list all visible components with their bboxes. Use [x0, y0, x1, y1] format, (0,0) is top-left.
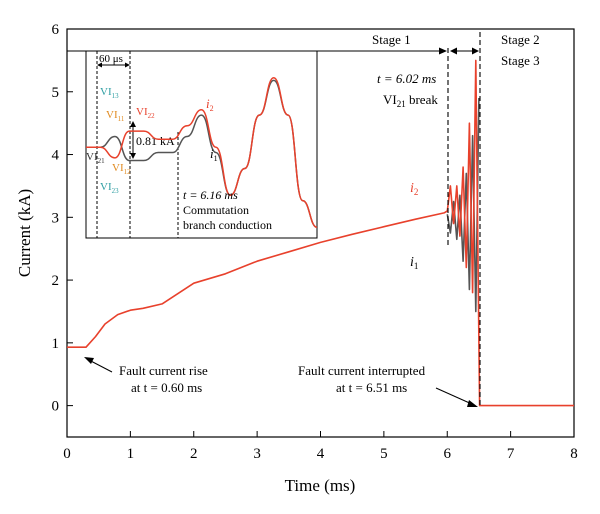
inset-081-arrowhead-bottom: [130, 153, 136, 159]
y-axis-ticks: 0 1 2 3 4 5 6: [52, 22, 73, 415]
y-tick-label: 1: [52, 336, 60, 352]
interrupt-annotation-line1: Fault current interrupted: [298, 363, 426, 378]
inset-frame: [85, 50, 318, 239]
break-time-label: t = 6.02 ms: [377, 71, 436, 86]
x-axis-ticks: 0 1 2 3 4 5 6 7 8: [63, 431, 578, 462]
series-label-i1: i1: [410, 255, 418, 271]
x-tick-label: 2: [190, 446, 198, 462]
stage2-label: Stage 2: [501, 32, 540, 47]
rise-annotation-line1: Fault current rise: [119, 363, 208, 378]
y-tick-label: 2: [52, 273, 60, 289]
inset-vi21: VI21: [86, 151, 105, 165]
inset-60us-label: 60 μs: [99, 53, 123, 65]
x-tick-label: 7: [507, 446, 515, 462]
x-tick-label: 6: [444, 446, 452, 462]
inset: 60 μs 0.81 kA i2 i1 t = 6.16 ms Commutat…: [85, 50, 318, 239]
series-layer: [67, 59, 574, 407]
y-tick-label: 5: [52, 85, 60, 101]
stage3-label: Stage 3: [501, 53, 540, 68]
x-tick-label: 5: [380, 446, 388, 462]
y-tick-label: 4: [52, 148, 60, 164]
inset-i2-label: i2: [206, 96, 214, 113]
y-tick-label: 6: [52, 22, 60, 38]
inset-line-i2: [85, 76, 318, 229]
stage1-label: Stage 1: [372, 32, 411, 47]
rise-arrowhead: [84, 357, 94, 364]
x-tick-label: 1: [127, 446, 135, 462]
inset-t616-label: t = 6.16 ms: [183, 188, 238, 202]
inset-vi23: VI23: [100, 181, 119, 195]
inset-comm-line2: branch conduction: [183, 218, 272, 232]
x-tick-label: 0: [63, 446, 71, 462]
inset-series: [85, 76, 318, 229]
series-label-i2: i2: [410, 181, 418, 197]
inset-vi13: VI13: [100, 86, 119, 100]
inset-60us-arrowhead-left: [97, 62, 102, 68]
y-tick-label: 3: [52, 210, 60, 226]
rise-annotation-line2: at t = 0.60 ms: [131, 380, 202, 395]
y-axis-label: Current (kA): [15, 189, 34, 277]
x-tick-label: 4: [317, 446, 325, 462]
interrupt-annotation-line2: at t = 6.51 ms: [336, 380, 407, 395]
x-tick-label: 8: [570, 446, 578, 462]
inset-081-label: 0.81 kA: [136, 134, 175, 148]
inset-vi11: VI11: [106, 109, 125, 123]
interrupt-arrowhead: [467, 400, 478, 407]
inset-i1-label: i1: [210, 146, 218, 163]
inset-vi22: VI22: [136, 106, 155, 120]
inset-60us-arrowhead-right: [125, 62, 130, 68]
x-tick-label: 3: [253, 446, 261, 462]
stage2-arrowhead-right: [472, 47, 479, 55]
series-line-i2: [67, 59, 574, 407]
inset-comm-line1: Commutation: [183, 203, 249, 217]
stage2-arrowhead-left: [450, 47, 457, 55]
stage1-arrowhead: [439, 47, 447, 55]
inset-081-arrowhead-top: [130, 121, 136, 127]
inset-vi12: VI12: [112, 162, 131, 176]
break-vi-label: VI21 break: [383, 92, 438, 109]
x-axis-label: Time (ms): [285, 476, 356, 495]
y-tick-label: 0: [52, 399, 60, 415]
interrupt-annotation-arrow: [435, 387, 475, 406]
